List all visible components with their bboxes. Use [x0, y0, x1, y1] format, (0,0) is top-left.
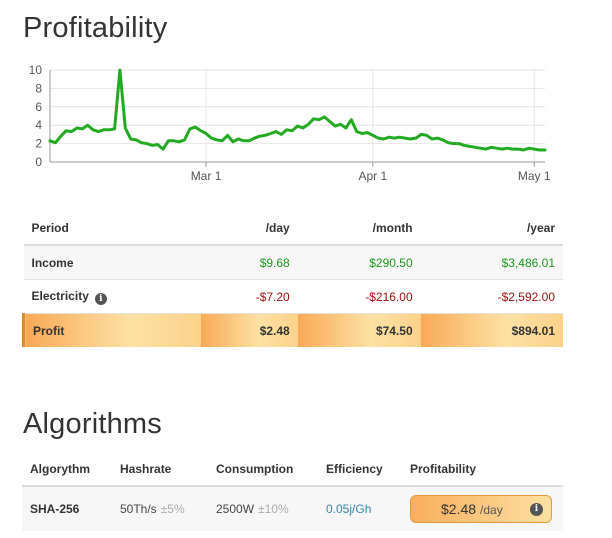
efficiency-cell: 0.05j/Gh [318, 486, 402, 531]
col-profitability: Profitability [402, 452, 563, 487]
info-icon[interactable]: i [530, 502, 543, 516]
electricity-month: -$216.00 [297, 279, 421, 314]
chart-series [48, 68, 547, 152]
electricity-label: Electricity [31, 288, 89, 303]
profit-year: $894.01 [420, 313, 563, 347]
profitability-title: Profitability [23, 12, 168, 44]
consumption-tolerance: ±10% [258, 502, 289, 516]
x-tick-label: Mar 1 [191, 169, 222, 183]
y-tick-label: 8 [35, 81, 42, 95]
algorithms-table: Algorythm Hashrate Consumption Efficienc… [22, 452, 563, 531]
electricity-day: -$7.20 [200, 279, 298, 314]
profitability-cell: $2.48/day i [402, 486, 563, 531]
income-day: $9.68 [200, 245, 298, 280]
efficiency-link[interactable]: 0.05j/Gh [326, 502, 372, 516]
profitability-series-line [48, 68, 547, 152]
electricity-row: Electricity i -$7.20 -$216.00 -$2,592.00 [23, 279, 563, 314]
income-row: Income $9.68 $290.50 $3,486.01 [23, 245, 563, 280]
income-month: $290.50 [297, 245, 421, 280]
y-tick-label: 2 [35, 137, 42, 151]
col-algorithm: Algorythm [22, 452, 112, 487]
x-tick-label: May 1 [518, 169, 551, 183]
col-year: /year [420, 211, 563, 246]
algorithm-name: SHA-256 [22, 486, 112, 531]
income-label: Income [23, 245, 201, 280]
y-tick-label: 10 [29, 63, 43, 77]
x-tick-label: Apr 1 [358, 169, 387, 183]
hashrate-tolerance: ±5% [160, 502, 185, 516]
algorithms-title: Algorithms [23, 408, 162, 440]
y-tick-label: 0 [35, 155, 42, 169]
electricity-year: -$2,592.00 [420, 279, 563, 314]
hashrate-cell: 50Th/s ±5% [112, 486, 208, 531]
profitability-value: $2.48 [441, 501, 477, 517]
period-table: Period /day /month /year Income $9.68 $2… [21, 211, 563, 347]
col-month: /month [297, 211, 421, 246]
col-period: Period [23, 211, 201, 246]
col-hashrate: Hashrate [112, 452, 208, 487]
y-tick-label: 6 [35, 100, 42, 114]
electricity-cell: Electricity i [23, 279, 201, 314]
col-efficiency: Efficiency [318, 452, 402, 487]
profitability-text: $2.48/day [441, 501, 503, 517]
consumption-value: 2500W [216, 502, 255, 516]
profit-month: $74.50 [297, 313, 421, 347]
hashrate-value: 50Th/s [120, 502, 157, 516]
profit-label: Profit [21, 313, 201, 347]
col-consumption: Consumption [208, 452, 318, 487]
profitability-chart: 0 2 4 6 8 10 Mar 1 Apr 1 May 1 [29, 63, 551, 183]
profitability-unit: /day [480, 503, 503, 517]
profitability-badge[interactable]: $2.48/day i [410, 495, 552, 523]
y-tick-label: 4 [35, 118, 42, 132]
col-day: /day [200, 211, 298, 246]
consumption-cell: 2500W ±10% [208, 486, 318, 531]
profit-row: Profit $2.48 $74.50 $894.01 [21, 313, 563, 347]
algorithm-row: SHA-256 50Th/s ±5% 2500W ±10% 0.05j/Gh $2.… [22, 486, 563, 531]
chart-axes: 0 2 4 6 8 10 Mar 1 Apr 1 May 1 [29, 63, 551, 183]
profit-day: $2.48 [200, 313, 298, 347]
info-icon[interactable]: i [94, 292, 107, 305]
income-year: $3,486.01 [420, 245, 563, 280]
